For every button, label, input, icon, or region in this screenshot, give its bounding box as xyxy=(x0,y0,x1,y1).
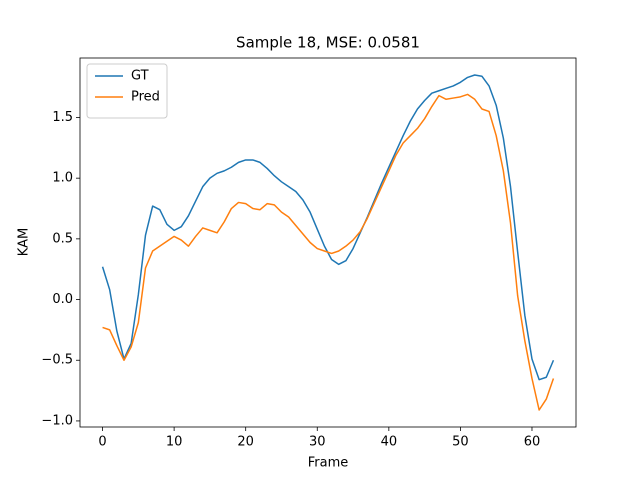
y-tick-label: 0.5 xyxy=(52,231,73,246)
x-tick-label: 50 xyxy=(452,435,469,450)
x-tick-label: 10 xyxy=(166,435,183,450)
y-axis-label: KAM xyxy=(17,228,32,256)
y-tick-label: 1.5 xyxy=(52,110,73,125)
legend: GT Pred xyxy=(86,63,168,119)
legend-label: Pred xyxy=(131,90,160,105)
legend-box xyxy=(86,63,168,119)
x-tick-label: 30 xyxy=(309,435,326,450)
y-tick-label: 0.0 xyxy=(52,292,73,307)
y-tick-label: −1.0 xyxy=(41,413,73,428)
x-tick-label: 40 xyxy=(381,435,398,450)
x-tick-label: 20 xyxy=(237,435,254,450)
chart-title: Sample 18, MSE: 0.0581 xyxy=(236,34,420,52)
x-tick-label: 60 xyxy=(524,435,541,450)
x-axis-label: Frame xyxy=(308,456,349,471)
x-tick-label: 0 xyxy=(98,435,106,450)
y-tick-label: 1.0 xyxy=(52,171,73,186)
legend-label: GT xyxy=(131,69,149,84)
line-series xyxy=(102,93,555,411)
y-tick-label: −0.5 xyxy=(41,353,73,368)
plot-frame xyxy=(79,57,577,428)
